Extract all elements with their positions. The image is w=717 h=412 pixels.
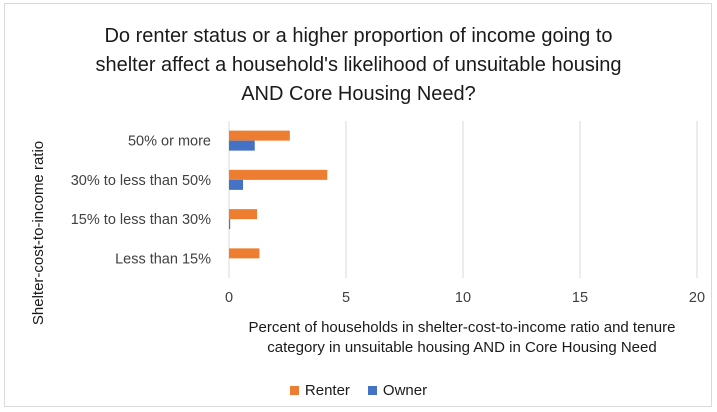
y-axis-title: Shelter-cost-to-income ratio xyxy=(30,141,47,325)
y-tick-labels: 50% or more 30% to less than 50% 15% to le… xyxy=(71,134,211,268)
bars xyxy=(229,130,328,259)
legend: Renter Owner xyxy=(0,382,717,399)
chart-frame xyxy=(4,3,712,407)
bar-renter xyxy=(229,130,290,141)
y-tick-label: 15% to less than 30% xyxy=(71,212,211,228)
x-tick-label: 5 xyxy=(342,290,350,306)
bar-owner xyxy=(229,140,255,151)
bar-renter xyxy=(229,248,260,259)
legend-label: Owner xyxy=(382,382,428,399)
legend-item-owner: Owner xyxy=(367,382,428,399)
legend-label: Renter xyxy=(304,382,350,399)
y-tick-label: 50% or more xyxy=(128,134,211,150)
chart-title: Do renter status or a higher proportion … xyxy=(95,25,622,105)
bar-owner xyxy=(229,219,231,230)
x-tick-label: 0 xyxy=(225,290,233,306)
y-tick-label: Less than 15% xyxy=(115,251,211,267)
x-tick-label: 15 xyxy=(572,290,588,306)
bar-renter xyxy=(229,209,258,220)
bar-owner xyxy=(229,179,244,190)
legend-swatch xyxy=(289,386,299,395)
legend-item-renter: Renter xyxy=(289,382,350,399)
gridlines xyxy=(228,121,698,278)
y-tick-label: 30% to less than 50% xyxy=(71,173,211,189)
x-axis-title: Percent of households in shelter-cost-to… xyxy=(249,319,676,356)
x-tick-label: 10 xyxy=(455,290,471,306)
bar-renter xyxy=(229,169,328,180)
x-tick-labels: 0 5 10 15 20 xyxy=(225,290,705,306)
legend-swatch xyxy=(367,386,377,395)
x-tick-label: 20 xyxy=(689,290,705,306)
